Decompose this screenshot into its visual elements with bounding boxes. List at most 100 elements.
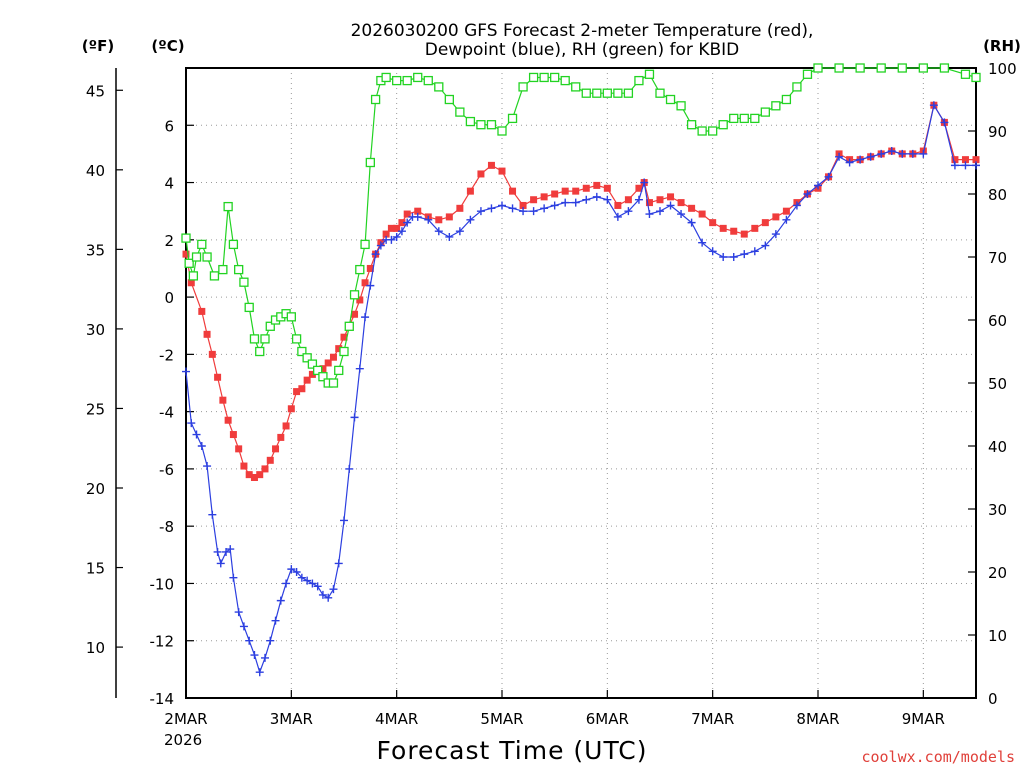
temperature-point (387, 224, 395, 232)
dewpoint-point (708, 247, 717, 256)
dewpoint-point (887, 147, 896, 156)
temperature-point (951, 156, 959, 164)
temperature-point (519, 201, 527, 209)
rh-point (802, 69, 813, 79)
credit-link[interactable]: coolwx.com/models (861, 748, 1015, 766)
temperature-point (398, 219, 406, 227)
temperature-point (961, 156, 969, 164)
temperature-point (182, 250, 190, 258)
rh-point (297, 346, 307, 357)
temperature-point (572, 187, 580, 195)
celsius-tick-label: -6 (159, 461, 174, 479)
temperature-point (187, 279, 195, 287)
dewpoint-point (508, 204, 517, 213)
temperature-point (208, 350, 216, 358)
temperature-point (235, 445, 243, 453)
rh-point (486, 120, 497, 130)
dewpoint-point (814, 181, 822, 190)
dewpoint-point (313, 582, 322, 591)
rh-point (876, 63, 886, 73)
temperature-point (645, 199, 653, 207)
x-axis-year: 2026 (164, 731, 202, 749)
dewpoint-point (624, 207, 633, 216)
rh-point (249, 334, 260, 344)
rh-point (302, 353, 312, 363)
dewpoint-point (350, 413, 359, 422)
dewpoint-point (782, 215, 791, 224)
temperature-point (261, 465, 269, 473)
dewpoint-point (234, 608, 243, 617)
dewpoint-point (324, 593, 333, 602)
dewpoint-point (498, 201, 506, 210)
rh-point (476, 120, 486, 130)
temperature-point (203, 330, 211, 338)
rh-point (960, 69, 971, 79)
dewpoint-point (239, 622, 248, 631)
rh-tick-label: 10 (988, 627, 1007, 645)
celsius-tick-label: 4 (164, 175, 174, 193)
celsius-tick-label: -10 (150, 575, 175, 593)
fahrenheit-tick-label: 20 (86, 480, 105, 498)
dewpoint-point (229, 573, 238, 582)
rh-point (708, 126, 718, 136)
fahrenheit-tick-label: 45 (86, 82, 105, 100)
x-tick-label: 3MAR (270, 710, 313, 728)
celsius-tick-label: -2 (159, 346, 174, 364)
dewpoint-point (613, 212, 622, 221)
rh-tick-label: 100 (988, 60, 1017, 78)
dewpoint-point (455, 227, 464, 236)
rh-point (602, 88, 612, 98)
rh-point (771, 101, 781, 111)
temperature-point (361, 279, 369, 287)
fahrenheit-axis-unit: (ºF) (82, 37, 114, 55)
rh-point (550, 72, 560, 83)
rh-series (181, 63, 981, 388)
dewpoint-point (803, 190, 812, 198)
rh-point (528, 72, 539, 83)
temperature-point (656, 196, 664, 204)
dewpoint-point (645, 210, 654, 219)
dewpoint-point (824, 172, 833, 181)
fahrenheit-tick-label: 30 (86, 321, 105, 339)
rh-tick-label: 50 (988, 375, 1007, 393)
dewpoint-point (250, 651, 259, 660)
temperature-point (282, 422, 290, 430)
dewpoint-point (719, 253, 728, 261)
rh-point (239, 277, 249, 287)
temperature-point (498, 167, 506, 175)
rh-point (918, 63, 928, 73)
dewpoint-point (908, 149, 917, 158)
dewpoint-point (740, 250, 749, 259)
temperature-point (688, 204, 696, 212)
chart-title-line-1: 2026030200 GFS Forecast 2-meter Temperat… (351, 21, 814, 41)
rh-point (234, 264, 244, 275)
dewpoint-point (213, 547, 222, 556)
rh-point (255, 346, 265, 357)
dewpoint-point (226, 545, 235, 554)
dewpoint-point (261, 653, 269, 662)
rh-point (244, 302, 254, 313)
x-tick-label: 2MAR (164, 710, 207, 728)
dewpoint-point (666, 201, 675, 210)
x-tick-label: 4MAR (375, 710, 418, 728)
temperature-point (445, 213, 453, 221)
temperature-point (551, 190, 559, 198)
dewpoint-point (276, 596, 285, 605)
dewpoint-point (397, 227, 406, 236)
temperature-point (329, 353, 337, 361)
dewpoint-point (634, 195, 643, 204)
temperature-point (772, 213, 780, 221)
rh-point (181, 233, 191, 243)
rh-point (339, 346, 349, 357)
temperature-point (593, 181, 601, 189)
rh-point (634, 75, 644, 86)
rh-point (592, 88, 602, 98)
temperature-point (229, 431, 237, 439)
temperature-point (751, 224, 759, 232)
dewpoint-point (698, 238, 707, 247)
temperature-point (214, 373, 222, 381)
temperature-point (366, 264, 374, 272)
dewpoint-point (318, 590, 327, 599)
dewpoint-point (929, 101, 938, 110)
